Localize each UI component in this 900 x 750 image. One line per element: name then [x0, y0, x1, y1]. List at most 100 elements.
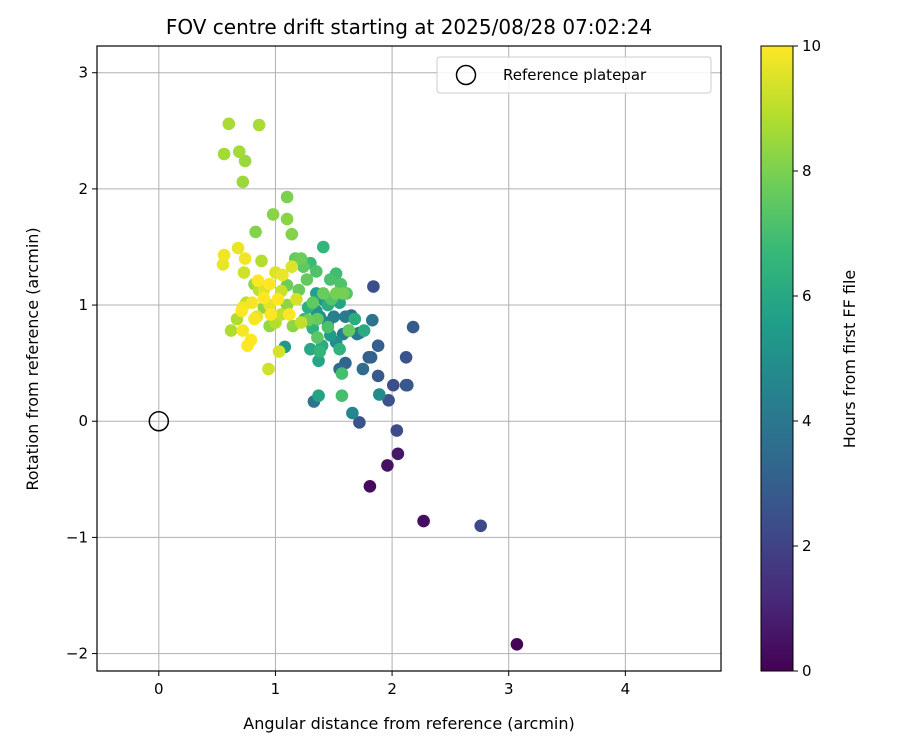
y-tick-label: −1 [66, 528, 88, 546]
x-tick-label: 3 [504, 680, 514, 698]
colorbar-tick-label: 8 [802, 162, 812, 180]
data-point [285, 260, 299, 274]
data-point [339, 310, 352, 324]
data-point [255, 254, 268, 268]
data-point [249, 225, 262, 239]
x-axis-label: Angular distance from reference (arcmin) [243, 714, 574, 733]
data-point [371, 369, 385, 383]
data-point [313, 345, 327, 358]
data-point [348, 312, 362, 326]
data-point [401, 378, 414, 392]
data-point [266, 208, 280, 221]
x-tick-label: 2 [387, 680, 397, 698]
data-point [387, 378, 400, 392]
data-point [510, 638, 524, 651]
data-point [235, 304, 248, 318]
y-tick-label: 3 [78, 64, 88, 82]
data-point [237, 266, 251, 279]
y-tick-label: 0 [78, 412, 88, 430]
data-point [233, 145, 246, 158]
data-point [346, 406, 359, 420]
data-point [311, 312, 324, 326]
data-point [333, 342, 346, 356]
data-point [310, 265, 323, 278]
data-point [236, 175, 250, 189]
data-point [311, 331, 324, 344]
data-point [474, 519, 488, 533]
data-points [216, 117, 524, 651]
data-point [238, 252, 252, 265]
data-point [271, 293, 285, 306]
data-point [294, 316, 308, 329]
data-point [244, 333, 258, 347]
data-point [382, 394, 395, 407]
data-point [371, 339, 385, 353]
colorbar-tick-label: 0 [802, 662, 812, 680]
grid [97, 46, 721, 671]
data-point [252, 118, 266, 132]
colorbar-tick-label: 10 [802, 37, 821, 55]
data-point [356, 362, 370, 376]
data-point [222, 117, 236, 131]
data-point [324, 273, 337, 286]
y-tick-label: −2 [66, 645, 88, 663]
data-point [335, 367, 349, 380]
reference-marker-layer [148, 410, 170, 432]
colorbar-gradient [760, 45, 794, 672]
legend-label: Reference platepar [503, 66, 647, 84]
data-point [264, 308, 278, 321]
data-point [373, 388, 386, 401]
data-point [276, 268, 289, 282]
data-point [300, 273, 314, 286]
data-point [312, 354, 325, 368]
data-point [290, 293, 303, 306]
data-point [321, 320, 335, 334]
data-point [216, 258, 230, 271]
data-point [251, 274, 265, 288]
data-point [248, 312, 261, 326]
data-point [336, 287, 350, 300]
data-point [245, 296, 259, 310]
data-point [367, 280, 380, 293]
data-point [224, 324, 238, 337]
data-point [238, 154, 252, 168]
data-point [335, 389, 349, 403]
legend: Reference platepar [436, 56, 712, 94]
data-point [283, 308, 296, 321]
data-point [280, 190, 294, 204]
data-point [317, 240, 330, 254]
data-point [257, 291, 271, 305]
x-tick-label: 4 [621, 680, 631, 698]
data-point [263, 277, 276, 291]
legend-box [436, 56, 712, 94]
chart-title: FOV centre drift starting at 2025/08/28 … [166, 15, 652, 39]
data-point [363, 480, 377, 493]
data-point [306, 296, 320, 310]
data-point [381, 459, 394, 472]
colorbar-tick-label: 4 [802, 412, 812, 430]
data-point [353, 416, 366, 429]
axis-ticks: 0 1 2 3 4 −2 −1 0 1 2 3 [66, 64, 630, 698]
data-point [342, 324, 356, 337]
data-point [280, 212, 294, 226]
reference-platepar-marker [148, 410, 170, 432]
data-point [364, 351, 378, 364]
data-point [304, 342, 317, 356]
colorbar-tick-label: 6 [802, 287, 812, 305]
data-point [312, 389, 325, 403]
colorbar: 0 2 4 6 8 10 Hours from first FF file [760, 37, 859, 680]
data-point [231, 241, 245, 255]
colorbar-label: Hours from first FF file [840, 270, 859, 449]
data-point [272, 345, 286, 358]
data-point [399, 351, 413, 364]
data-point [217, 147, 231, 161]
data-point [262, 362, 275, 376]
plot-frame [96, 45, 722, 672]
data-point [390, 424, 404, 437]
colorbar-tick-label: 2 [802, 537, 812, 555]
data-point [406, 320, 420, 334]
data-point [236, 324, 250, 337]
x-tick-label: 0 [154, 680, 164, 698]
y-axis-label: Rotation from reference (arcmin) [23, 227, 42, 490]
